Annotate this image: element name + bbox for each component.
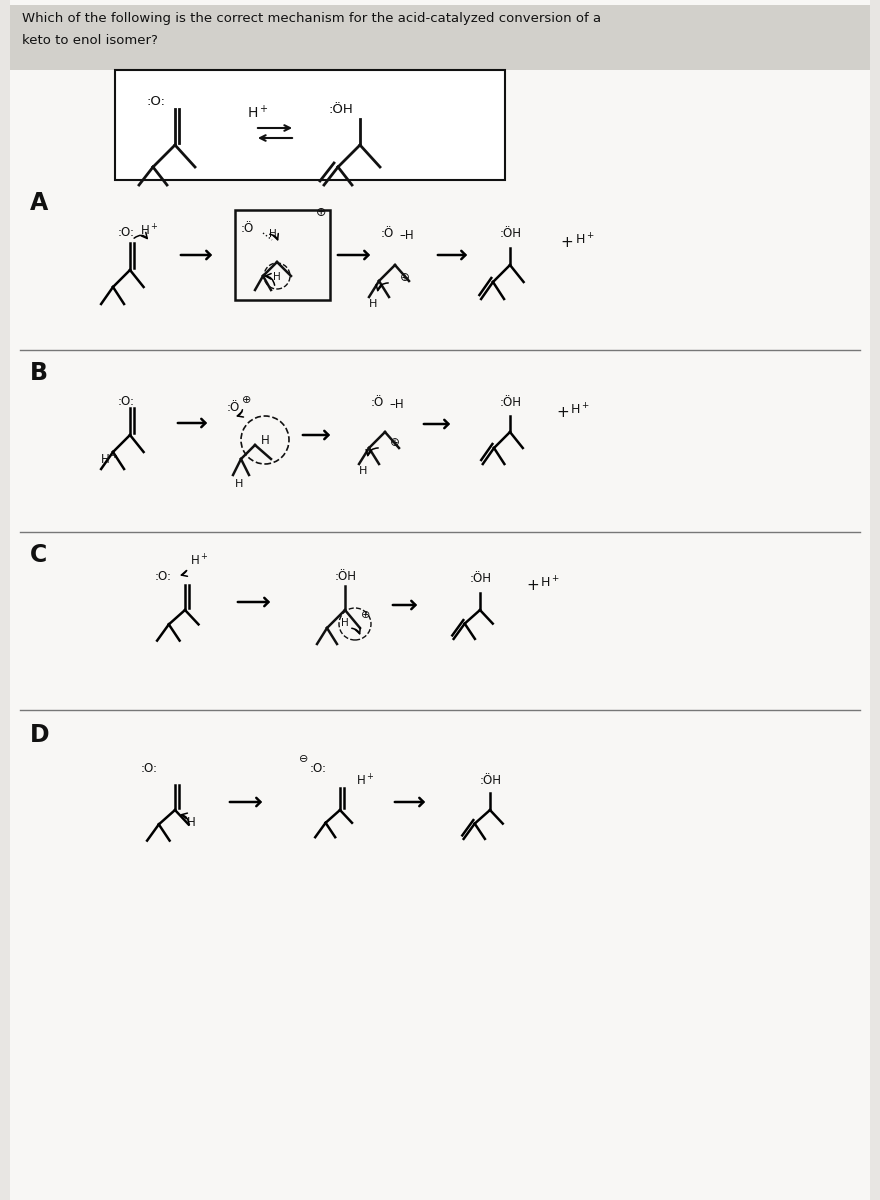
Text: :ÖH: :ÖH (328, 103, 353, 116)
Text: :Ö: :Ö (241, 222, 254, 235)
Text: $\oplus$: $\oplus$ (241, 394, 252, 404)
Text: D: D (30, 722, 49, 746)
Text: C: C (30, 542, 48, 566)
Text: $\oplus$: $\oplus$ (360, 608, 370, 620)
Text: :ÖH: :ÖH (470, 572, 492, 584)
Text: :ÖH: :ÖH (480, 774, 502, 787)
Text: A: A (30, 191, 48, 215)
Text: H: H (261, 434, 270, 446)
Text: :ÖH: :ÖH (500, 396, 522, 409)
Text: H$^+$: H$^+$ (356, 774, 375, 790)
Text: +: + (560, 235, 573, 250)
Text: +: + (526, 578, 539, 593)
Text: –H: –H (399, 229, 414, 242)
Text: :ÖH: :ÖH (500, 227, 522, 240)
Text: +: + (556, 404, 568, 420)
Text: H: H (273, 272, 281, 282)
Text: H$^+$: H$^+$ (570, 403, 590, 418)
Text: H: H (369, 299, 378, 308)
Text: H$^+$: H$^+$ (140, 223, 158, 239)
Text: :ÖH: :ÖH (335, 570, 357, 583)
Text: :Ö: :Ö (381, 227, 394, 240)
Text: H: H (341, 618, 348, 628)
Text: H: H (187, 816, 195, 829)
Text: :Ö: :Ö (371, 396, 385, 409)
Bar (115, 70, 505, 180)
Text: –H: –H (389, 398, 404, 410)
Text: H: H (359, 466, 367, 476)
Text: H: H (269, 229, 276, 239)
Bar (10, 5, 870, 70)
Text: H$^+$: H$^+$ (575, 233, 595, 248)
Text: B: B (30, 361, 48, 385)
Text: H$^+$: H$^+$ (190, 553, 209, 569)
Text: :Ö: :Ö (227, 401, 240, 414)
Text: :O:: :O: (147, 95, 166, 108)
Text: $\ominus$: $\ominus$ (298, 754, 308, 764)
Text: H$^+$: H$^+$ (100, 452, 119, 468)
Text: keto to enol isomer?: keto to enol isomer? (22, 34, 158, 47)
Text: :O:: :O: (118, 226, 135, 239)
Text: :O:: :O: (141, 762, 158, 775)
Text: $\oplus$: $\oplus$ (399, 271, 410, 284)
Text: Which of the following is the correct mechanism for the acid-catalyzed conversio: Which of the following is the correct me… (22, 12, 601, 25)
Text: :O:: :O: (310, 762, 327, 775)
Text: :O:: :O: (118, 395, 135, 408)
Text: H: H (235, 479, 244, 490)
Text: $\oplus$: $\oplus$ (315, 206, 326, 218)
Bar (235, 210, 330, 300)
Text: H$^+$: H$^+$ (540, 576, 560, 590)
Text: $\oplus$: $\oplus$ (389, 436, 400, 449)
Text: :O:: :O: (155, 570, 172, 583)
Text: H$^+$: H$^+$ (247, 103, 268, 121)
